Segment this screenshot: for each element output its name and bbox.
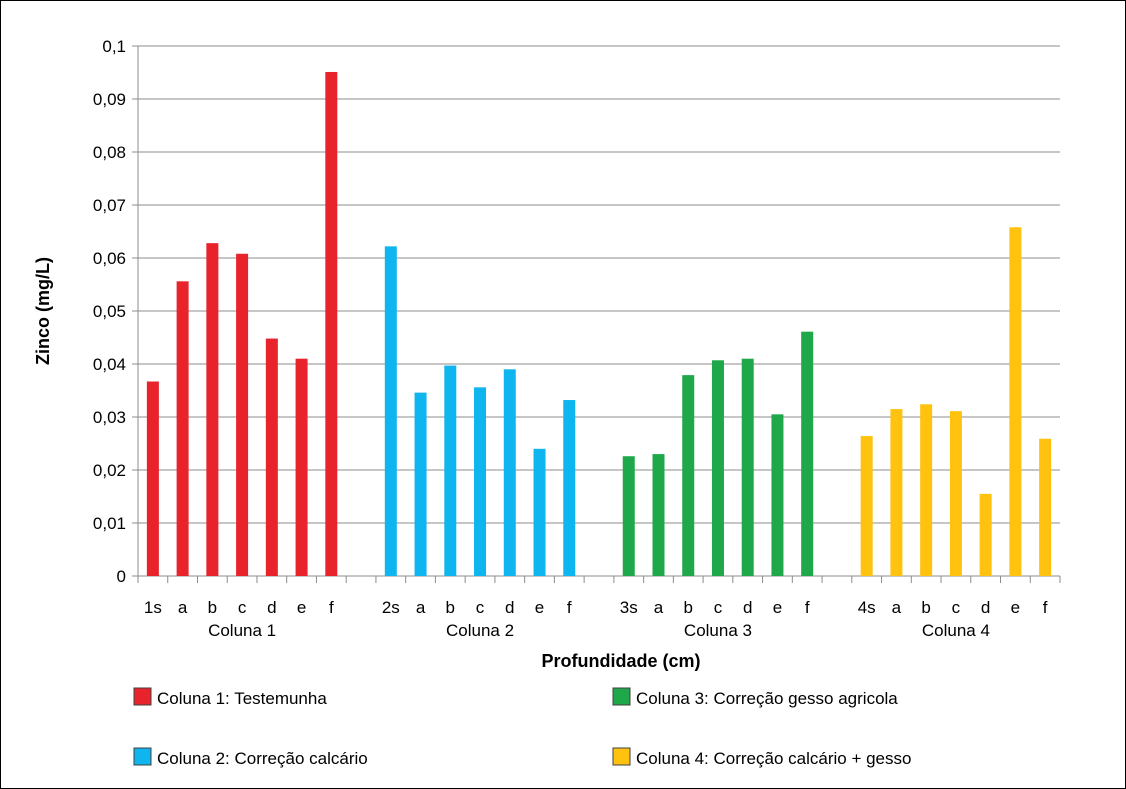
x-tick-label: 4s [858,598,876,617]
bar [265,338,278,576]
legend-swatch [133,747,152,766]
bar [652,454,665,576]
x-tick-label: b [683,598,692,617]
group-label: Coluna 2 [446,621,514,640]
y-tick-label: 0 [117,567,126,586]
bar [474,387,487,576]
x-tick-label: 2s [382,598,400,617]
x-tick-label: c [238,598,247,617]
bar [503,369,516,576]
bar [384,246,397,576]
bar [741,358,754,576]
x-tick-label: c [952,598,961,617]
x-tick-label: b [208,598,217,617]
y-tick-label: 0,03 [93,408,126,427]
x-tick-label: b [921,598,930,617]
bar [146,381,159,576]
bar [176,281,189,576]
x-tick-label: 1s [144,598,162,617]
x-tick-label: f [567,598,572,617]
x-tick-label: d [267,598,276,617]
x-tick-label: e [1011,598,1020,617]
x-tick-label: a [654,598,664,617]
bar [563,400,576,576]
y-tick-label: 0,09 [93,90,126,109]
bar [622,456,635,576]
x-tick-label: f [805,598,810,617]
x-tick-label: a [178,598,188,617]
legend-swatch [612,747,631,766]
bar [414,392,427,576]
x-tick-label: c [714,598,723,617]
bar [801,331,814,576]
x-tick-label: e [773,598,782,617]
x-tick-label: f [329,598,334,617]
y-axis-title: Zinco (mg/L) [33,257,53,365]
y-tick-label: 0,1 [102,37,126,56]
bar [771,414,784,576]
bar [206,243,219,576]
x-tick-label: b [446,598,455,617]
x-tick-label: e [535,598,544,617]
group-label: Coluna 1 [208,621,276,640]
bar [920,404,933,576]
x-tick-label: c [476,598,485,617]
bar [444,365,457,576]
y-tick-label: 0,06 [93,249,126,268]
legend-label: Coluna 1: Testemunha [157,689,327,708]
x-tick-label: e [297,598,306,617]
x-axis-title: Profundidade (cm) [541,651,700,671]
bar [533,448,546,576]
bar [860,436,873,576]
bar [236,253,249,576]
bar [1039,438,1052,576]
x-tick-label: 3s [620,598,638,617]
bar [682,375,695,576]
x-tick-label: d [505,598,514,617]
group-label: Coluna 3 [684,621,752,640]
x-tick-label: a [892,598,902,617]
y-tick-label: 0,07 [93,196,126,215]
legend-label: Coluna 3: Correção gesso agricola [636,689,898,708]
bar [890,409,903,576]
bar [979,493,992,576]
y-tick-label: 0,04 [93,355,126,374]
bar [1009,227,1022,576]
bar [949,411,962,576]
x-tick-label: d [743,598,752,617]
y-tick-label: 0,08 [93,143,126,162]
bar [295,358,308,576]
bar [325,71,338,576]
x-tick-label: d [981,598,990,617]
legend-swatch [133,687,152,706]
y-tick-label: 0,01 [93,514,126,533]
legend-label: Coluna 2: Correção calcário [157,749,368,768]
group-label: Coluna 4 [922,621,990,640]
y-tick-label: 0,02 [93,461,126,480]
legend-label: Coluna 4: Correção calcário + gesso [636,749,911,768]
x-tick-label: f [1043,598,1048,617]
x-tick-label: a [416,598,426,617]
y-tick-label: 0,05 [93,302,126,321]
legend-swatch [612,687,631,706]
bar [711,360,724,576]
